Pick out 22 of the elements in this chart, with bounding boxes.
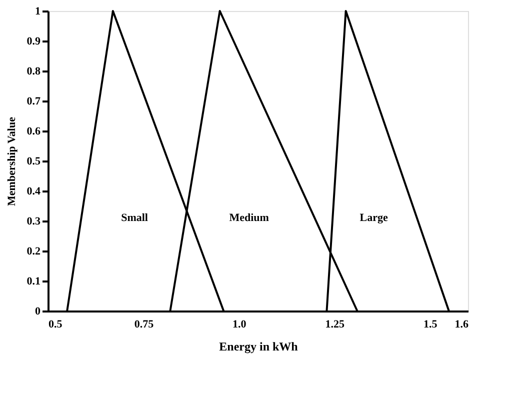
y-tick-label: 0.1 <box>26 276 40 288</box>
x-tick-label: 0.5 <box>48 318 63 330</box>
y-tick-label: 0.9 <box>26 36 41 48</box>
x-tick-label: 1.25 <box>325 318 345 330</box>
y-tick-label: 0 <box>35 306 41 318</box>
annotation: Large <box>360 212 388 224</box>
y-tick-label: 1 <box>35 6 40 18</box>
y-tick-label: 0.8 <box>26 66 41 78</box>
y-tick-label: 0.4 <box>26 186 41 198</box>
annotation: Medium <box>229 212 269 224</box>
y-tick-label: 0.5 <box>26 156 41 168</box>
x-tick-label: 0.75 <box>134 318 154 330</box>
annotation: Small <box>121 212 148 224</box>
y-tick-label: 0.7 <box>26 96 41 108</box>
y-tick-label: 0.6 <box>26 126 41 138</box>
x-tick-label: 1.6 <box>454 318 469 330</box>
y-tick-label: 0.3 <box>26 216 41 228</box>
x-tick-label: 1.0 <box>232 318 247 330</box>
x-axis-title: Energy in kWh <box>219 340 298 354</box>
y-axis-title: Membership Value <box>6 116 18 206</box>
y-tick-label: 0.2 <box>26 246 41 258</box>
x-tick-label: 1.5 <box>423 318 438 330</box>
